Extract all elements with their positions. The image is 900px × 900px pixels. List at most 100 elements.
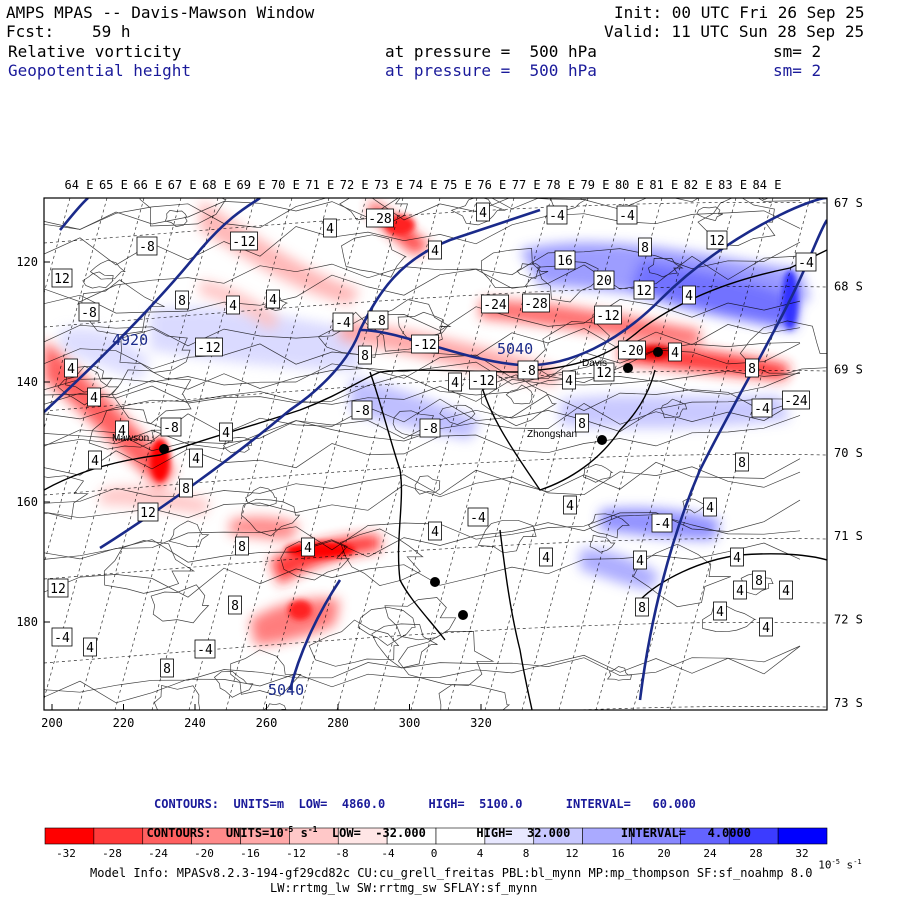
- vorticity-label: -12: [411, 334, 439, 354]
- vorticity-label: -28: [366, 208, 394, 228]
- svg-text:4: 4: [222, 426, 230, 441]
- svg-text:-8: -8: [520, 364, 536, 379]
- field2-smoothing: sm= 2: [773, 61, 822, 80]
- lat-lon-grid: [44, 198, 827, 710]
- vorticity-label: 8: [179, 478, 193, 498]
- svg-text:-12: -12: [471, 374, 494, 389]
- height-label: 5040: [497, 340, 533, 358]
- vorticity-label: 4: [323, 218, 337, 238]
- colorbar-label: 4: [477, 847, 484, 860]
- vorticity-label: 4: [779, 580, 793, 600]
- lat-label: 67 S: [834, 196, 863, 210]
- height-label: 4920: [112, 331, 148, 349]
- svg-text:8: 8: [738, 456, 746, 471]
- vorticity-label: 4: [759, 617, 773, 637]
- vorticity-label: 20: [593, 270, 615, 290]
- svg-text:16: 16: [557, 254, 573, 269]
- svg-text:4: 4: [479, 206, 487, 221]
- lon-label: 74 E: [409, 178, 438, 192]
- vorticity-label: -4: [616, 205, 638, 225]
- lat-label: 73 S: [834, 696, 863, 710]
- colorbar-unit-s: s: [839, 858, 854, 872]
- vorticity-label: 8: [635, 597, 649, 617]
- vorticity-label: -4: [795, 252, 817, 272]
- svg-text:-8: -8: [139, 240, 155, 255]
- svg-text:8: 8: [238, 540, 246, 555]
- geopotential-height-contours: [44, 198, 827, 701]
- colorbar-label: -20: [194, 847, 214, 860]
- forecast-label: Fcst:: [6, 22, 55, 41]
- vorticity-label: 8: [745, 358, 759, 378]
- field2-level: at pressure = 500 hPa: [385, 61, 597, 80]
- vorticity-label: 8: [235, 536, 249, 556]
- svg-text:-8: -8: [354, 404, 370, 419]
- vorticity-label: 8: [358, 345, 372, 365]
- field1-smoothing: sm= 2: [773, 42, 822, 61]
- vorticity-label: 4: [682, 285, 696, 305]
- colorbar-label: -28: [102, 847, 122, 860]
- station-marker: [653, 347, 663, 357]
- vorticity-label: 4: [703, 497, 717, 517]
- vorticity-label: 4: [633, 550, 647, 570]
- vorticity-label: 8: [160, 658, 174, 678]
- svg-text:4: 4: [706, 501, 714, 516]
- model-info-line2: LW:rrtmg_lw SW:rrtmg_sw SFLAY:sf_mynn: [270, 881, 538, 895]
- svg-text:-4: -4: [197, 643, 213, 658]
- colorbar-label: -32: [56, 847, 76, 860]
- x-tick-label: 240: [184, 716, 206, 730]
- colorbar-label: -8: [335, 847, 348, 860]
- colorbar-swatch: [777, 827, 828, 845]
- lon-label: 72 E: [340, 178, 369, 192]
- svg-text:8: 8: [578, 417, 586, 432]
- model-info-line1: Model Info: MPASv8.2.3-194-gf29cd82c CU:…: [90, 866, 813, 880]
- svg-text:4: 4: [565, 374, 573, 389]
- svg-text:4: 4: [67, 362, 75, 377]
- vorticity-label: 12: [706, 230, 728, 250]
- vorticity-label: 4: [563, 495, 577, 515]
- y-tick-label: 140: [16, 375, 38, 389]
- vorticity-label: 4: [87, 387, 101, 407]
- lon-label: 79 E: [581, 178, 610, 192]
- height-contours-info: CONTOURS: UNITS=m LOW= 4860.0 HIGH= 5100…: [154, 797, 696, 811]
- lon-label: 84 E: [753, 178, 782, 192]
- colorbar-label: 24: [703, 847, 717, 860]
- svg-text:8: 8: [638, 601, 646, 616]
- x-tick-label: 280: [327, 716, 349, 730]
- zhongshan-station-marker: [597, 435, 607, 445]
- colorbar-label: 28: [749, 847, 762, 860]
- vorticity-label: 8: [638, 237, 652, 257]
- units-exponent: -5: [283, 825, 294, 834]
- svg-text:8: 8: [641, 241, 649, 256]
- vorticity-label: 4: [730, 547, 744, 567]
- units-prefix: CONTOURS: UNITS=10: [146, 826, 284, 840]
- svg-text:-8: -8: [422, 422, 438, 437]
- svg-text:20: 20: [596, 274, 612, 289]
- vorticity-label: -8: [351, 400, 373, 420]
- vorticity-label: 4: [88, 450, 102, 470]
- colorbar-label: 8: [523, 847, 530, 860]
- x-tick-label: 200: [41, 716, 63, 730]
- svg-text:-28: -28: [368, 212, 391, 227]
- place-label-mawson: Mawson: [112, 433, 149, 444]
- vorticity-label: -8: [160, 417, 182, 437]
- axes: 64 E 65 E 66 E 67 E 68 E 69 E 70 E 71 E 72 E 73 E…: [16, 178, 863, 730]
- vorticity-range: LOW= -32.000 HIGH= 32.000 INTERVAL= 4.00…: [317, 826, 751, 840]
- vorticity-label: -8: [136, 236, 158, 256]
- svg-text:4: 4: [636, 554, 644, 569]
- station-marker: [430, 577, 440, 587]
- vorticity-label: -4: [751, 398, 773, 418]
- svg-text:4: 4: [566, 499, 574, 514]
- vorticity-label: -24: [481, 294, 509, 314]
- vorticity-label: -20: [618, 340, 646, 360]
- svg-text:4: 4: [542, 551, 550, 566]
- svg-text:4: 4: [192, 452, 200, 467]
- y-tick-label: 120: [16, 255, 38, 269]
- svg-text:4: 4: [229, 299, 237, 314]
- lat-label: 72 S: [834, 613, 863, 627]
- lat-label: 70 S: [834, 446, 863, 460]
- lon-label: 70 E: [271, 178, 300, 192]
- vorticity-label: -28: [522, 293, 550, 313]
- station-marker: [458, 610, 468, 620]
- vorticity-label: 4: [668, 342, 682, 362]
